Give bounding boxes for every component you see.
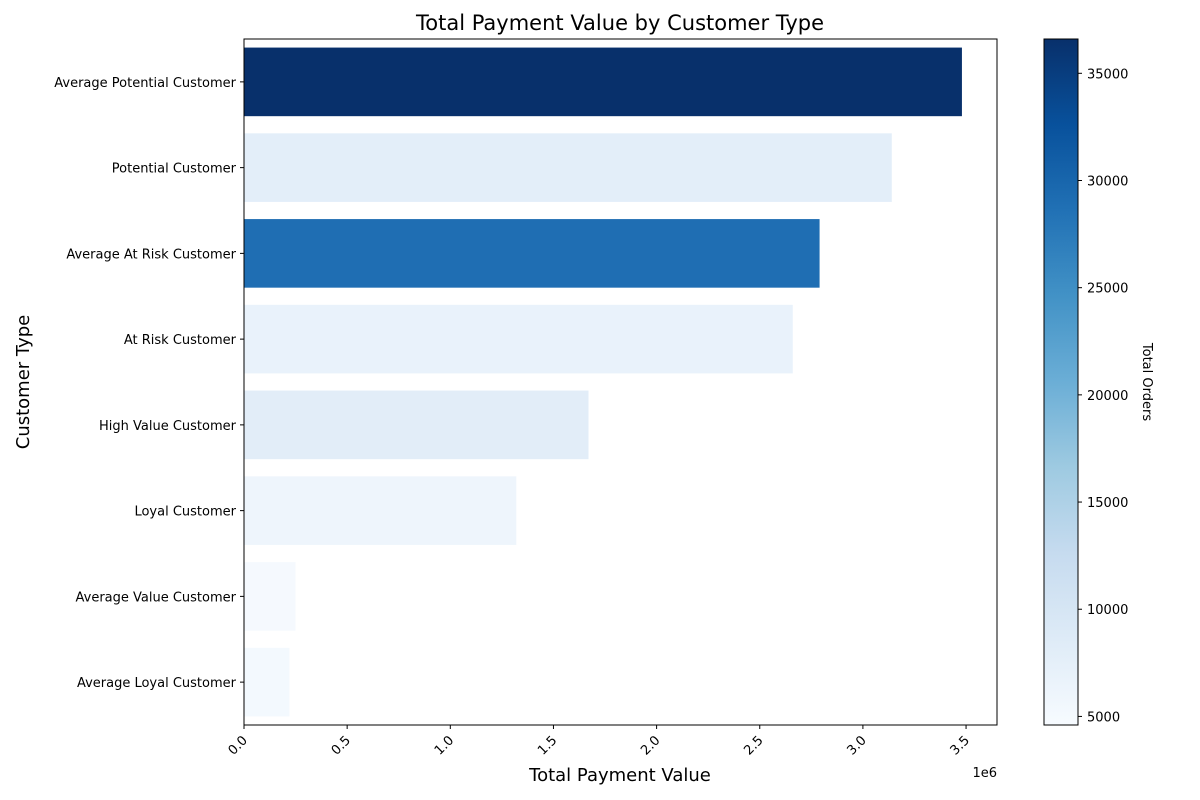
y-tick-label: Average Potential Customer [54,76,236,91]
x-tick-label: 2.0 [638,733,663,758]
bar [244,219,820,288]
colorbar-tick-label: 30000 [1087,174,1128,189]
colorbar-tick-label: 25000 [1087,282,1128,297]
x-tick-label: 1.0 [432,733,457,758]
bars-group [244,47,962,717]
x-axis-ticks: 0.0 0.5 1.0 1.5 2.0 2.5 3.0 3.5 [226,725,973,758]
colorbar-label: Total Orders [1139,342,1154,421]
x-tick-label: 1.5 [535,733,560,758]
y-tick-label: Average Value Customer [76,590,237,605]
bar [244,647,290,717]
colorbar-tick-label: 10000 [1087,603,1128,618]
x-tick-label: 3.0 [844,733,869,758]
y-axis-label: Customer Type [13,315,34,450]
bar [244,390,589,460]
x-tick-label: 0.5 [329,733,354,758]
y-axis-ticks: Average Potential Customer Potential Cust… [54,76,244,691]
x-tick-label: 3.5 [948,733,973,758]
x-tick-label: 0.0 [226,733,251,758]
x-axis-label: Total Payment Value [528,765,711,786]
bar [244,476,517,545]
bar [244,562,296,631]
colorbar-tick-label: 20000 [1087,389,1128,404]
y-tick-label: Potential Customer [112,162,237,177]
bar [244,133,892,202]
colorbar-tick-label: 35000 [1087,67,1128,82]
y-tick-label: Average At Risk Customer [66,247,236,262]
colorbar-ticks: 5000 10000 15000 20000 25000 30000 35000 [1078,67,1128,725]
colorbar [1043,38,1079,726]
bar [244,304,793,374]
chart-title: Total Payment Value by Customer Type [415,11,824,35]
colorbar-tick-label: 5000 [1087,710,1120,725]
y-tick-label: Loyal Customer [134,505,236,520]
x-tick-label: 2.5 [741,733,766,758]
y-tick-label: High Value Customer [99,419,237,434]
bar [244,47,962,117]
plot-frame [243,38,998,726]
x-axis-offset-label: 1e6 [972,766,997,781]
y-tick-label: At Risk Customer [124,333,237,348]
y-tick-label: Average Loyal Customer [77,676,237,691]
colorbar-tick-label: 15000 [1087,496,1128,511]
